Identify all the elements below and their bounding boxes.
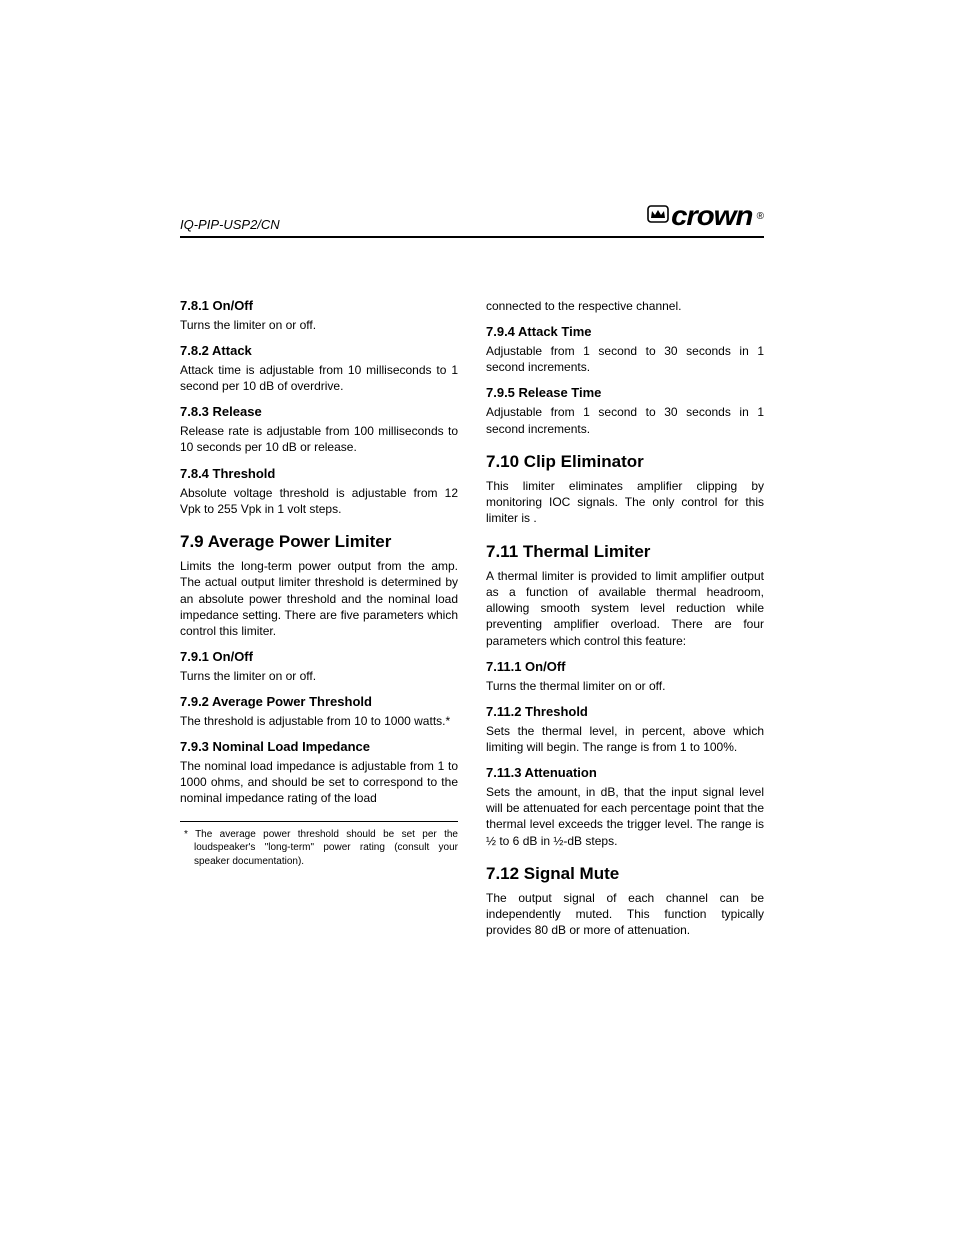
- para-7-11-2: Sets the thermal level, in percent, abov…: [486, 723, 764, 755]
- heading-7-9-3: 7.9.3 Nominal Load Impedance: [180, 739, 458, 756]
- heading-7-9-1: 7.9.1 On/Off: [180, 649, 458, 666]
- para-7-8-4: Absolute voltage threshold is adjustable…: [180, 485, 458, 517]
- para-7-9-1: Turns the limiter on or off.: [180, 668, 458, 684]
- para-7-11: A thermal limiter is provided to limit a…: [486, 568, 764, 649]
- para-7-12: The output signal of each channel can be…: [486, 890, 764, 939]
- content-columns: 7.8.1 On/Off Turns the limiter on or off…: [180, 298, 764, 939]
- heading-7-9-5: 7.9.5 Release Time: [486, 385, 764, 402]
- page-header: IQ-PIP-USP2/CN crown ®: [180, 200, 764, 238]
- para-7-9-2: The threshold is adjustable from 10 to 1…: [180, 713, 458, 729]
- para-7-10: This limiter eliminates amplifier clippi…: [486, 478, 764, 527]
- para-7-9-4: Adjustable from 1 second to 30 seconds i…: [486, 343, 764, 375]
- para-7-11-1: Turns the thermal limiter on or off.: [486, 678, 764, 694]
- para-7-8-3: Release rate is adjustable from 100 mill…: [180, 423, 458, 455]
- heading-7-8-4: 7.8.4 Threshold: [180, 466, 458, 483]
- heading-7-11-2: 7.11.2 Threshold: [486, 704, 764, 721]
- registered-mark: ®: [757, 211, 764, 222]
- heading-7-9-4: 7.9.4 Attack Time: [486, 324, 764, 341]
- heading-7-8-3: 7.8.3 Release: [180, 404, 458, 421]
- para-7-9-3: The nominal load impedance is adjustable…: [180, 758, 458, 807]
- column-left: 7.8.1 On/Off Turns the limiter on or off…: [180, 298, 458, 939]
- heading-7-11: 7.11 Thermal Limiter: [486, 541, 764, 562]
- heading-7-8-1: 7.8.1 On/Off: [180, 298, 458, 315]
- para-7-9: Limits the long-term power output from t…: [180, 558, 458, 639]
- crown-logo-icon: [647, 205, 669, 228]
- heading-7-8-2: 7.8.2 Attack: [180, 343, 458, 360]
- heading-7-11-1: 7.11.1 On/Off: [486, 659, 764, 676]
- para-continuation: connected to the respective channel.: [486, 298, 764, 314]
- heading-7-10: 7.10 Clip Eliminator: [486, 451, 764, 472]
- para-7-9-5: Adjustable from 1 second to 30 seconds i…: [486, 404, 764, 436]
- heading-7-12: 7.12 Signal Mute: [486, 863, 764, 884]
- footnote-text: * The average power threshold should be …: [180, 828, 458, 869]
- brand-logo-text: crown: [671, 200, 752, 232]
- footnote-rule: [180, 821, 458, 822]
- para-7-11-3: Sets the amount, in dB, that the input s…: [486, 784, 764, 849]
- heading-7-9-2: 7.9.2 Average Power Threshold: [180, 694, 458, 711]
- heading-7-11-3: 7.11.3 Attenuation: [486, 765, 764, 782]
- column-right: connected to the respective channel. 7.9…: [486, 298, 764, 939]
- heading-7-9: 7.9 Average Power Limiter: [180, 531, 458, 552]
- para-7-8-1: Turns the limiter on or off.: [180, 317, 458, 333]
- document-id: IQ-PIP-USP2/CN: [180, 217, 280, 232]
- brand-logo: crown ®: [647, 200, 764, 232]
- para-7-8-2: Attack time is adjustable from 10 millis…: [180, 362, 458, 394]
